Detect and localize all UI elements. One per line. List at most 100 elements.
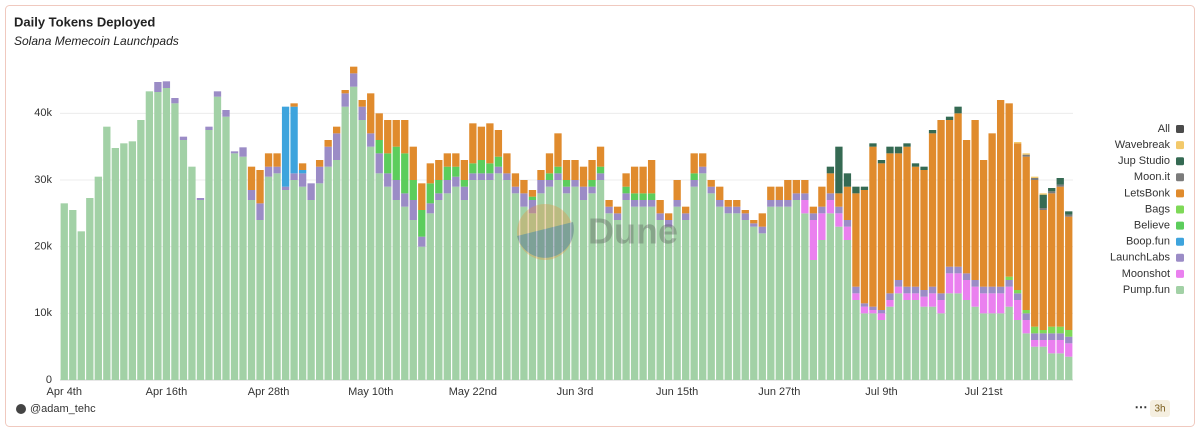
legend-label[interactable]: Boop.fun — [1126, 236, 1170, 248]
bar-segment — [979, 286, 988, 294]
bar-segment — [656, 213, 664, 220]
bar-segment — [443, 180, 451, 194]
bar-segment — [435, 160, 443, 180]
bar-segment — [741, 213, 749, 220]
legend-label[interactable]: Bags — [1145, 203, 1171, 215]
bar-segment — [962, 273, 971, 280]
bar-segment — [869, 310, 877, 314]
bar-segment — [835, 193, 843, 207]
bar-segment — [537, 170, 545, 180]
bar-segment — [920, 290, 928, 297]
bar-segment — [818, 213, 826, 240]
bar-segment — [1005, 280, 1013, 287]
bar-segment — [477, 160, 486, 174]
bar-segment — [818, 206, 826, 214]
bar-segment — [801, 180, 809, 194]
y-tick-label: 0 — [46, 374, 52, 386]
bar-segment — [103, 126, 111, 381]
bar-segment — [716, 206, 724, 380]
bar-segment — [1031, 180, 1039, 327]
bar-segment — [469, 163, 477, 174]
bar-segment — [945, 266, 954, 274]
bar-segment — [877, 310, 886, 314]
bar-segment — [630, 193, 639, 200]
bar-segment — [350, 66, 358, 74]
bar-segment — [1039, 340, 1047, 347]
bar-segment — [579, 166, 588, 187]
bar-segment — [452, 153, 460, 167]
bar-segment — [375, 140, 383, 154]
bar-segment — [826, 213, 835, 380]
bar-segment — [903, 300, 911, 380]
watermark-logo-part — [517, 222, 574, 258]
bar-segment — [911, 166, 920, 287]
bar-segment — [477, 173, 486, 180]
bar-segment — [988, 313, 996, 380]
bar-segment — [886, 153, 894, 294]
bar-segment — [571, 186, 579, 380]
legend-swatch — [1176, 253, 1184, 262]
bar-segment — [290, 173, 298, 180]
bar-segment — [937, 293, 945, 300]
bar-segment — [426, 163, 434, 184]
bar-segment — [384, 120, 392, 154]
bar-segment — [213, 96, 222, 381]
bar-segment — [1039, 333, 1047, 340]
bar-segment — [792, 193, 800, 200]
bar-segment — [281, 190, 290, 380]
bar-segment — [213, 91, 222, 97]
bar-segment — [1014, 290, 1022, 294]
legend-label[interactable]: Wavebreak — [1115, 139, 1171, 151]
bar-segment — [1048, 188, 1056, 192]
refresh-badge[interactable] — [1150, 400, 1170, 417]
bar-segment — [1039, 330, 1047, 334]
bar-segment — [435, 193, 443, 200]
legend-label[interactable]: LetsBonk — [1124, 187, 1170, 199]
bar-segment — [656, 220, 664, 380]
bar-segment — [341, 106, 349, 381]
bar-segment — [1056, 186, 1064, 327]
bar-segment — [350, 86, 358, 381]
bar-segment — [1065, 336, 1073, 344]
legend-label[interactable]: Moonshot — [1122, 268, 1170, 280]
watermark-logo — [517, 204, 573, 260]
bar-segment — [860, 306, 869, 314]
legend-label[interactable]: All — [1158, 123, 1170, 135]
legend-label[interactable]: Jup Studio — [1118, 155, 1170, 167]
bar-segment — [179, 136, 188, 140]
bar-segment — [358, 106, 366, 120]
bar-segment — [179, 140, 188, 380]
bar-segment — [401, 153, 409, 194]
legend-label[interactable]: Believe — [1134, 220, 1170, 232]
bar-segment — [290, 180, 298, 380]
bar-segment — [596, 166, 605, 174]
bar-segment — [520, 180, 528, 194]
bar-segment — [298, 186, 307, 380]
bar-segment — [1048, 340, 1056, 354]
bar-segment — [690, 180, 698, 187]
bar-segment — [545, 153, 554, 174]
bar-segment — [682, 213, 690, 220]
bar-segment — [860, 303, 869, 307]
bar-segment — [528, 196, 537, 200]
bar-segment — [954, 113, 962, 267]
bar-segment — [877, 313, 886, 320]
bar-segment — [835, 146, 843, 194]
more-menu[interactable]: ⋯ — [1135, 399, 1148, 414]
x-tick-label: Jul 9th — [865, 386, 897, 398]
bar-segment — [545, 186, 554, 380]
bar-segment — [945, 120, 954, 267]
bar-segment — [358, 120, 366, 380]
bar-segment — [418, 183, 426, 210]
legend-label[interactable]: LaunchLabs — [1110, 252, 1170, 264]
author[interactable]: @adam_tehc — [30, 403, 96, 415]
bar-segment — [750, 220, 758, 224]
bar-segment — [230, 153, 239, 380]
bar-segment — [1014, 293, 1022, 300]
legend-label[interactable]: Moon.it — [1134, 171, 1170, 183]
legend-label[interactable]: Pump.fun — [1123, 284, 1170, 296]
bar-segment — [869, 146, 877, 307]
bar-segment — [537, 193, 545, 380]
legend-swatch — [1176, 125, 1184, 133]
bar-segment — [928, 133, 937, 287]
